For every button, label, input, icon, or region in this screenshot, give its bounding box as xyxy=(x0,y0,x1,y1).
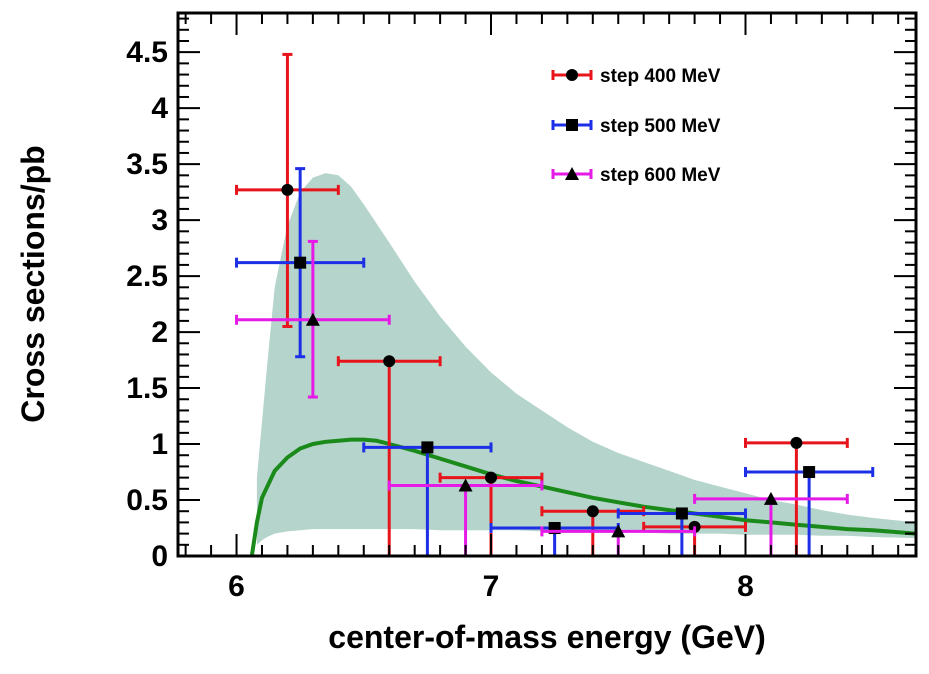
data-point xyxy=(235,167,366,359)
legend-entry: step 500 MeV xyxy=(551,116,721,137)
legend-label: step 600 MeV xyxy=(600,165,721,186)
data-point xyxy=(743,466,875,556)
square-marker xyxy=(421,441,434,454)
legend-square-marker xyxy=(566,119,578,131)
triangle-marker xyxy=(611,524,626,538)
triangle-marker xyxy=(763,491,778,505)
series-step-400-mev xyxy=(235,52,849,556)
data-point xyxy=(336,355,442,556)
data-point xyxy=(387,478,544,556)
y-tick-label: 1.5 xyxy=(126,372,168,405)
x-tick-label: 7 xyxy=(483,570,500,603)
y-tick-label: 1 xyxy=(151,428,168,461)
square-marker xyxy=(294,256,307,269)
legend-label: step 500 MeV xyxy=(600,116,721,137)
data-point xyxy=(235,52,340,328)
square-marker xyxy=(803,466,816,479)
y-tick-label: 3.5 xyxy=(126,148,168,181)
plot-frame xyxy=(176,11,918,558)
legend-entry: step 600 MeV xyxy=(551,165,721,186)
circle-marker xyxy=(586,505,599,518)
circle-marker xyxy=(485,471,498,484)
x-tick-label: 6 xyxy=(228,570,245,603)
y-tick-label: 4 xyxy=(151,92,168,125)
circle-marker xyxy=(281,183,294,196)
data-point xyxy=(362,441,493,556)
triangle-marker xyxy=(305,312,320,326)
legend-circle-marker xyxy=(566,69,578,81)
circle-marker xyxy=(383,355,396,368)
legend-entry: step 400 MeV xyxy=(551,66,721,87)
legend: step 400 MeV step 500 MeV step 600 MeV xyxy=(551,66,721,186)
circle-marker xyxy=(790,436,803,449)
legend-triangle-marker xyxy=(565,167,579,180)
y-tick-label: 0 xyxy=(151,540,168,573)
triangle-marker xyxy=(458,478,473,492)
data-point xyxy=(616,507,747,556)
y-tick-label: 0.5 xyxy=(126,484,168,517)
y-axis-title: Cross sections/pb xyxy=(15,145,51,422)
series-step-500-mev xyxy=(235,167,875,556)
y-tick-label: 2.5 xyxy=(126,260,168,293)
legend-label: step 400 MeV xyxy=(600,66,721,87)
axis-ticks-layer xyxy=(178,13,916,557)
tick-labels-layer: 0 0.5 1 1.5 2 2.5 3 3.5 4 4.5 6 7 8 xyxy=(126,36,754,603)
square-marker xyxy=(675,507,688,520)
y-tick-label: 4.5 xyxy=(126,36,168,69)
x-axis-title: center-of-mass energy (GeV) xyxy=(328,619,765,655)
data-point xyxy=(235,239,391,399)
x-tick-label: 8 xyxy=(737,570,754,603)
y-tick-label: 3 xyxy=(151,204,168,237)
y-tick-label: 2 xyxy=(151,316,168,349)
